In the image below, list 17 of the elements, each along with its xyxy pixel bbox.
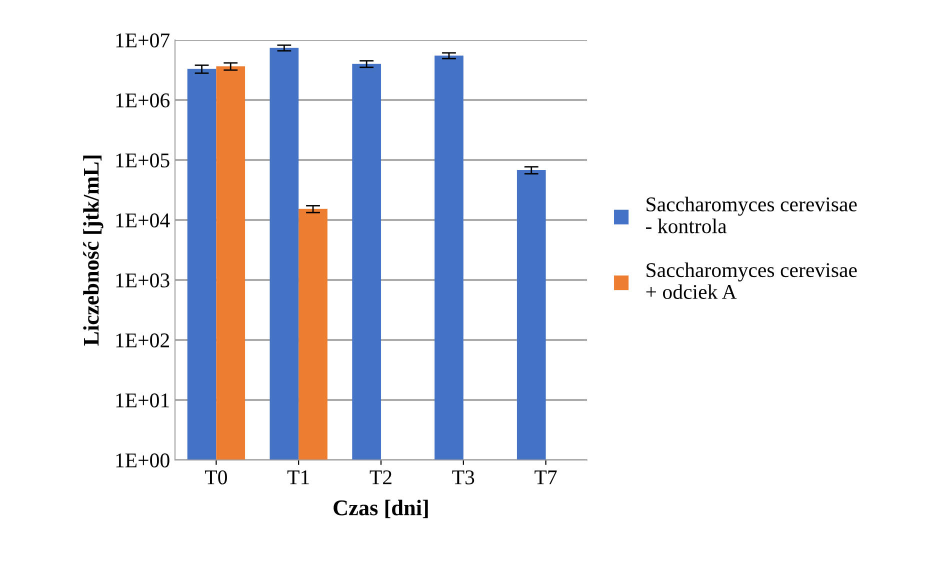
y-axis-title: Liczebność [jtk/mL] xyxy=(83,156,104,346)
x-tick-label: T7 xyxy=(534,470,557,484)
x-tick-label: T3 xyxy=(452,470,474,484)
legend-label: Saccharomyces cerevisae - kontrola xyxy=(646,196,857,234)
y-tick-label: 1E+06 xyxy=(116,93,170,108)
x-tick-label: T1 xyxy=(287,470,309,484)
y-tick-label: 1E+00 xyxy=(116,453,170,468)
y-tick-label: 1E+03 xyxy=(116,273,170,288)
y-tick-label: 1E+05 xyxy=(116,153,170,168)
x-tick-label: T0 xyxy=(205,470,227,484)
x-axis-title: Czas [dni] xyxy=(334,500,428,518)
y-tick-label: 1E+01 xyxy=(116,393,169,408)
x-tick-label: T2 xyxy=(370,470,392,484)
legend-label: Saccharomyces cerevisae + odciek A xyxy=(646,262,857,300)
y-tick-label: 1E+04 xyxy=(116,213,170,228)
y-tick-label: 1E+02 xyxy=(116,333,169,348)
y-tick-label: 1E+07 xyxy=(116,33,170,48)
